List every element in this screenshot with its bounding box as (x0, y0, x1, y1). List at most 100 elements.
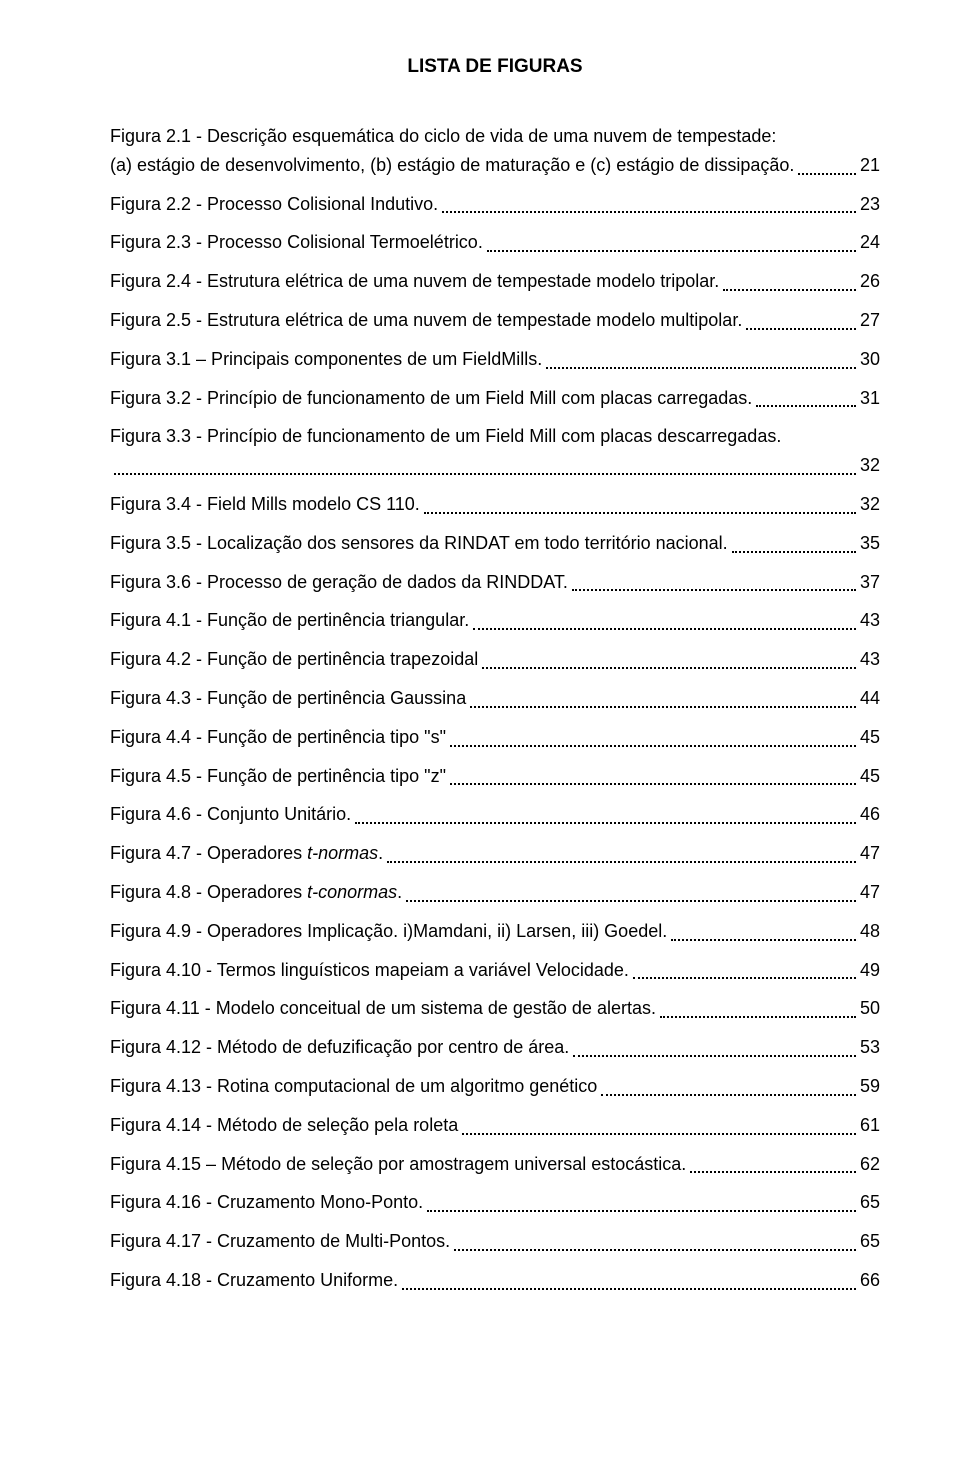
entry-last-line: Figura 4.12 - Método de defuzificação po… (110, 1033, 880, 1062)
entry-text: Figura 4.17 - Cruzamento de Multi-Pontos… (110, 1227, 450, 1256)
entry-last-line: Figura 3.6 - Processo de geração de dado… (110, 568, 880, 597)
entry-text: Figura 3.4 - Field Mills modelo CS 110. (110, 490, 420, 519)
entry-last-line: Figura 4.9 - Operadores Implicação. i)Ma… (110, 917, 880, 946)
entry-page-number: 62 (860, 1150, 880, 1179)
entry-last-line: Figura 4.6 - Conjunto Unitário.46 (110, 800, 880, 829)
entry-page-number: 61 (860, 1111, 880, 1140)
dot-leader (723, 273, 856, 291)
entry-last-line: Figura 2.2 - Processo Colisional Indutiv… (110, 190, 880, 219)
entry-last-line: Figura 4.17 - Cruzamento de Multi-Pontos… (110, 1227, 880, 1256)
entry-page-number: 43 (860, 606, 880, 635)
dot-leader (387, 845, 856, 863)
figure-entry: Figura 2.4 - Estrutura elétrica de uma n… (110, 267, 880, 296)
entry-page-number: 32 (860, 490, 880, 519)
dot-leader (482, 651, 856, 669)
figure-entry: Figura 4.13 - Rotina computacional de um… (110, 1072, 880, 1101)
dot-leader (572, 573, 856, 591)
entry-text: Figura 4.7 - Operadores t-normas. (110, 839, 383, 868)
figure-entry: Figura 3.4 - Field Mills modelo CS 110. 3… (110, 490, 880, 519)
entry-page-number: 26 (860, 267, 880, 296)
entry-text-line: Figura 3.3 - Princípio de funcionamento … (110, 422, 880, 451)
entry-last-line: Figura 4.2 - Função de pertinência trape… (110, 645, 880, 674)
entry-last-line: Figura 3.1 – Principais componentes de u… (110, 345, 880, 374)
dot-leader (798, 156, 856, 174)
list-of-figures-page: LISTA DE FIGURAS Figura 2.1 - Descrição … (0, 0, 960, 1375)
entry-last-line: Figura 4.4 - Função de pertinência tipo … (110, 723, 880, 752)
entry-last-line: Figura 4.11 - Modelo conceitual de um si… (110, 994, 880, 1023)
entry-text: Figura 4.11 - Modelo conceitual de um si… (110, 994, 656, 1023)
entry-page-number: 27 (860, 306, 880, 335)
entry-last-line: Figura 4.16 - Cruzamento Mono-Ponto.65 (110, 1188, 880, 1217)
figure-entry: Figura 4.10 - Termos linguísticos mapeia… (110, 956, 880, 985)
entry-page-number: 32 (860, 451, 880, 480)
entry-page-number: 48 (860, 917, 880, 946)
entry-last-line: Figura 3.5 - Localização dos sensores da… (110, 529, 880, 558)
entry-page-number: 66 (860, 1266, 880, 1295)
entry-page-number: 45 (860, 723, 880, 752)
entry-last-line: Figura 4.1 - Função de pertinência trian… (110, 606, 880, 635)
entry-last-line: Figura 4.8 - Operadores t-conormas.47 (110, 878, 880, 907)
entry-page-number: 65 (860, 1227, 880, 1256)
figure-entry: Figura 4.8 - Operadores t-conormas.47 (110, 878, 880, 907)
entry-last-line: Figura 3.2 - Princípio de funcionamento … (110, 384, 880, 413)
dot-leader (671, 922, 856, 940)
entry-last-line: Figura 4.10 - Termos linguísticos mapeia… (110, 956, 880, 985)
entry-text: Figura 4.2 - Função de pertinência trape… (110, 645, 478, 674)
figure-entry: Figura 4.2 - Função de pertinência trape… (110, 645, 880, 674)
dot-leader (487, 234, 856, 252)
figure-entry: Figura 2.2 - Processo Colisional Indutiv… (110, 190, 880, 219)
dot-leader (424, 496, 856, 514)
entry-text: Figura 4.10 - Termos linguísticos mapeia… (110, 956, 629, 985)
entry-text: Figura 4.15 – Método de seleção por amos… (110, 1150, 686, 1179)
figure-entry: Figura 4.3 - Função de pertinência Gauss… (110, 684, 880, 713)
entry-last-line: Figura 4.18 - Cruzamento Uniforme.66 (110, 1266, 880, 1295)
entry-page-number: 31 (860, 384, 880, 413)
entry-text: Figura 4.3 - Função de pertinência Gauss… (110, 684, 466, 713)
figure-entry: Figura 3.2 - Princípio de funcionamento … (110, 384, 880, 413)
figure-entry: Figura 4.5 - Função de pertinência tipo … (110, 762, 880, 791)
entry-text: (a) estágio de desenvolvimento, (b) está… (110, 151, 794, 180)
entry-text-line: Figura 2.1 - Descrição esquemática do ci… (110, 122, 880, 151)
entry-last-line: Figura 4.14 - Método de seleção pela rol… (110, 1111, 880, 1140)
figure-entry: Figura 3.3 - Princípio de funcionamento … (110, 422, 880, 480)
entry-last-line: Figura 4.7 - Operadores t-normas.47 (110, 839, 880, 868)
entry-page-number: 37 (860, 568, 880, 597)
entry-page-number: 50 (860, 994, 880, 1023)
entry-last-line: Figura 2.4 - Estrutura elétrica de uma n… (110, 267, 880, 296)
entry-last-line: Figura 2.3 - Processo Colisional Termoel… (110, 228, 880, 257)
dot-leader (660, 1000, 856, 1018)
entry-last-line: Figura 4.13 - Rotina computacional de um… (110, 1072, 880, 1101)
entry-last-line: Figura 4.5 - Função de pertinência tipo … (110, 762, 880, 791)
dot-leader (450, 767, 856, 785)
entry-page-number: 21 (860, 151, 880, 180)
dot-leader (402, 1272, 856, 1290)
dot-leader (427, 1194, 856, 1212)
dot-leader (573, 1039, 856, 1057)
figure-entry: Figura 2.1 - Descrição esquemática do ci… (110, 122, 880, 180)
entry-page-number: 46 (860, 800, 880, 829)
entry-last-line: 32 (110, 451, 880, 480)
figure-entry: Figura 4.1 - Função de pertinência trian… (110, 606, 880, 635)
figure-entry: Figura 3.6 - Processo de geração de dado… (110, 568, 880, 597)
figure-entry: Figura 4.16 - Cruzamento Mono-Ponto.65 (110, 1188, 880, 1217)
figure-entry: Figura 4.14 - Método de seleção pela rol… (110, 1111, 880, 1140)
entry-last-line: Figura 4.15 – Método de seleção por amos… (110, 1150, 880, 1179)
dot-leader (406, 884, 856, 902)
dot-leader (690, 1155, 856, 1173)
figure-entry: Figura 4.6 - Conjunto Unitário.46 (110, 800, 880, 829)
figure-entry: Figura 2.5 - Estrutura elétrica de uma n… (110, 306, 880, 335)
entry-text: Figura 4.14 - Método de seleção pela rol… (110, 1111, 458, 1140)
entry-text: Figura 3.1 – Principais componentes de u… (110, 345, 542, 374)
entry-page-number: 53 (860, 1033, 880, 1062)
entry-page-number: 45 (860, 762, 880, 791)
dot-leader (473, 612, 856, 630)
figure-entry: Figura 4.18 - Cruzamento Uniforme.66 (110, 1266, 880, 1295)
dot-leader (746, 312, 856, 330)
entry-text: Figura 4.4 - Função de pertinência tipo … (110, 723, 446, 752)
entry-text: Figura 4.5 - Função de pertinência tipo … (110, 762, 446, 791)
entry-page-number: 44 (860, 684, 880, 713)
entry-text: Figura 4.12 - Método de defuzificação po… (110, 1033, 569, 1062)
figure-entry: Figura 4.12 - Método de defuzificação po… (110, 1033, 880, 1062)
dot-leader (450, 728, 856, 746)
figure-entry: Figura 3.1 – Principais componentes de u… (110, 345, 880, 374)
